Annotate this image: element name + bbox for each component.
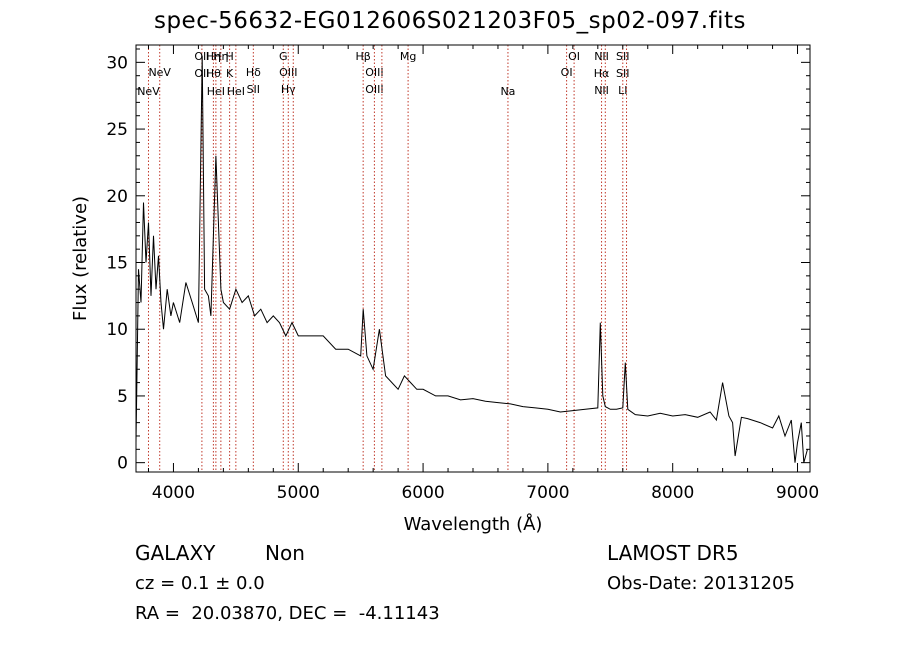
- spectral-line-label: H: [225, 50, 233, 63]
- spectral-line-label: SII: [616, 50, 629, 63]
- x-tick-label: 7000: [526, 483, 569, 503]
- spectral-line-label: OI: [561, 66, 573, 79]
- y-tick-label: 10: [106, 320, 128, 340]
- y-tick-label: 30: [106, 53, 128, 73]
- spectral-line-label: NeV: [137, 85, 160, 98]
- spectral-line-label: Hδ: [246, 66, 261, 79]
- x-tick-label: 5000: [277, 483, 320, 503]
- spectral-line-label: NeV: [148, 66, 171, 79]
- spectral-line-label: Mg: [400, 50, 416, 63]
- spectral-line-label: Hη: [213, 50, 228, 63]
- spectral-line-label: Hβ: [356, 50, 371, 63]
- spectral-line-label: OIII: [365, 66, 383, 79]
- x-tick-label: 6000: [401, 483, 444, 503]
- y-tick-label: 15: [106, 254, 128, 274]
- spectral-line-label: LI: [618, 84, 627, 97]
- object-class: GALAXY: [135, 541, 216, 565]
- spectral-line-label: Hθ: [206, 67, 221, 80]
- x-tick-label: 8000: [651, 483, 694, 503]
- y-axis-label: Flux (relative): [70, 196, 91, 321]
- x-tick-label: 4000: [152, 483, 195, 503]
- spectral-line-label: Hγ: [281, 83, 296, 96]
- flux-series-line: [135, 55, 808, 463]
- spectral-line-label: Na: [500, 85, 515, 98]
- object-subclass: Non: [265, 541, 305, 565]
- spectral-line-label: G: [279, 50, 288, 63]
- plot-frame: [135, 44, 811, 473]
- spectral-line-label: HeI: [207, 85, 225, 98]
- spectral-line-label: HeI: [227, 85, 245, 98]
- spectral-line-label: SII: [616, 67, 629, 80]
- ra-dec: RA = 20.03870, DEC = -4.11143: [135, 603, 440, 624]
- x-axis-label: Wavelength (Å): [404, 513, 543, 535]
- spectral-line-label: OIII: [279, 66, 297, 79]
- spectral-line-label: OIII: [365, 83, 383, 96]
- y-tick-label: 25: [106, 120, 128, 140]
- spectral-line-label: NII: [594, 84, 609, 97]
- x-tick-label: 9000: [776, 483, 819, 503]
- spectral-line-label: Hα: [594, 67, 610, 80]
- obs-date: Obs-Date: 20131205: [607, 573, 795, 594]
- chart-title: spec-56632-EG012606S021203F05_sp02-097.f…: [153, 8, 747, 34]
- spectral-line-label: SII: [247, 83, 260, 96]
- spectral-line-label: Hη: [206, 50, 221, 63]
- y-tick-label: 0: [117, 454, 128, 474]
- spectral-line-label: NII: [594, 50, 609, 63]
- survey-name: LAMOST DR5: [607, 541, 739, 565]
- y-tick-label: 5: [117, 387, 128, 407]
- redshift-cz: cz = 0.1 ± 0.0: [135, 573, 265, 594]
- spectral-line-label: K: [226, 67, 234, 80]
- spectral-line-label: OI: [568, 50, 580, 63]
- y-tick-label: 20: [106, 187, 128, 207]
